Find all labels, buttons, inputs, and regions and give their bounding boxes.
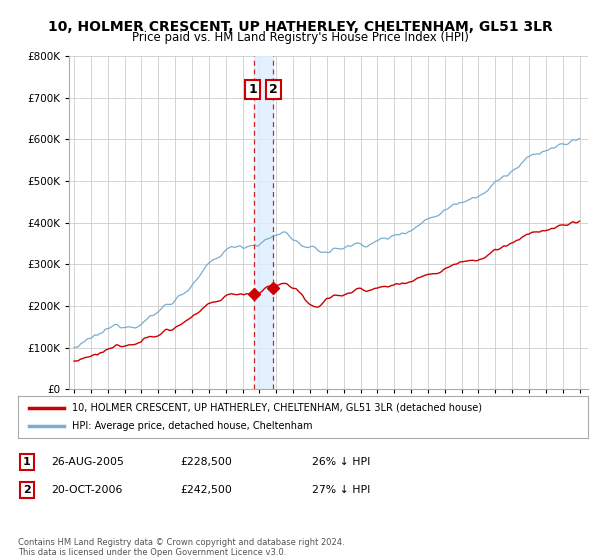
Text: £228,500: £228,500 (180, 457, 232, 467)
Text: 20-OCT-2006: 20-OCT-2006 (51, 485, 122, 495)
Text: 10, HOLMER CRESCENT, UP HATHERLEY, CHELTENHAM, GL51 3LR (detached house): 10, HOLMER CRESCENT, UP HATHERLEY, CHELT… (72, 403, 482, 413)
Text: 27% ↓ HPI: 27% ↓ HPI (312, 485, 370, 495)
Text: 2: 2 (269, 83, 278, 96)
Text: Price paid vs. HM Land Registry's House Price Index (HPI): Price paid vs. HM Land Registry's House … (131, 31, 469, 44)
Text: Contains HM Land Registry data © Crown copyright and database right 2024.
This d: Contains HM Land Registry data © Crown c… (18, 538, 344, 557)
Text: 1: 1 (248, 83, 257, 96)
Bar (254, 56, 273, 389)
Text: 26-AUG-2005: 26-AUG-2005 (51, 457, 124, 467)
Text: 26% ↓ HPI: 26% ↓ HPI (312, 457, 370, 467)
Text: 10, HOLMER CRESCENT, UP HATHERLEY, CHELTENHAM, GL51 3LR: 10, HOLMER CRESCENT, UP HATHERLEY, CHELT… (47, 20, 553, 34)
Text: 2: 2 (23, 485, 31, 495)
Text: £242,500: £242,500 (180, 485, 232, 495)
Text: 1: 1 (23, 457, 31, 467)
Text: HPI: Average price, detached house, Cheltenham: HPI: Average price, detached house, Chel… (72, 421, 313, 431)
